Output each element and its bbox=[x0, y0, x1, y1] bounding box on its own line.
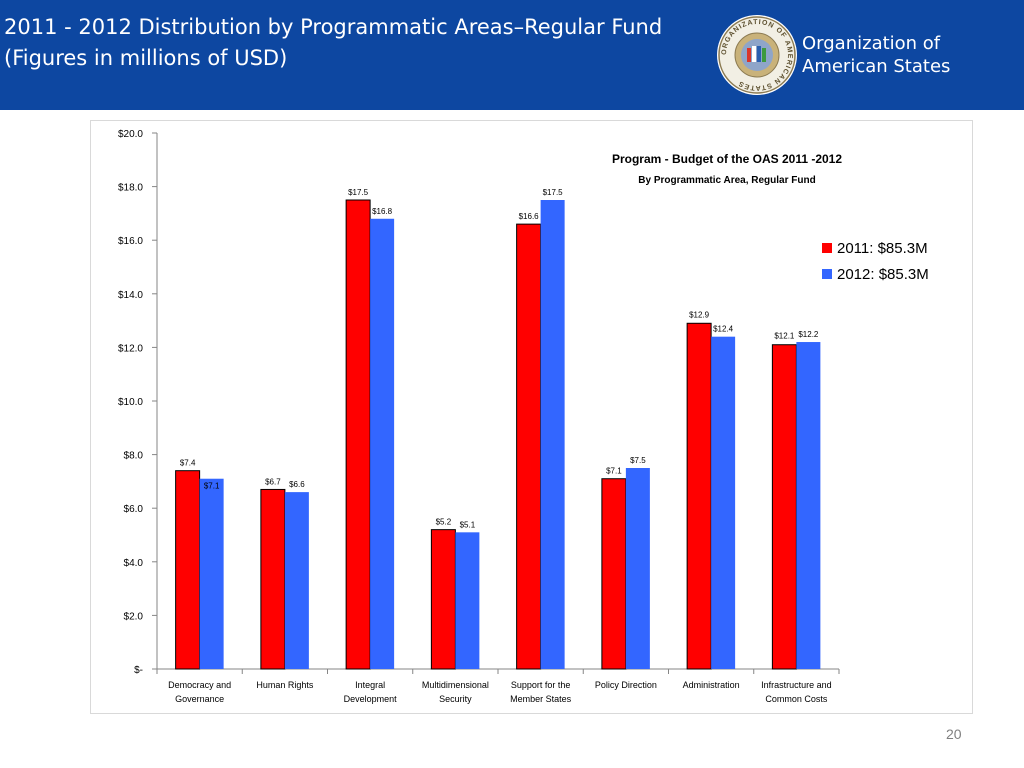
y-tick-label: $18.0 bbox=[118, 183, 143, 194]
legend-swatch-2011 bbox=[822, 243, 832, 253]
x-category-label: Multidimensional bbox=[422, 680, 489, 690]
x-category-label: Governance bbox=[175, 694, 224, 704]
y-tick-label: $- bbox=[134, 665, 143, 676]
bar-2012 bbox=[540, 200, 565, 669]
legend: 2011: $85.3M 2012: $85.3M bbox=[822, 240, 929, 283]
legend-swatch-2012 bbox=[822, 269, 832, 279]
x-category-label: Democracy and bbox=[168, 680, 231, 690]
y-ticks: $- $2.0 $4.0 $6.0 $8.0 $10.0 $12.0 $14.0 $16.0 $1… bbox=[118, 129, 157, 676]
y-tick-label: $4.0 bbox=[124, 558, 144, 569]
bar-value-label: $17.5 bbox=[348, 188, 369, 197]
slide-title: 2011 - 2012 Distribution by Programmatic… bbox=[4, 12, 662, 74]
bar-value-label: $16.8 bbox=[372, 207, 393, 216]
bar-value-label: $5.2 bbox=[436, 518, 452, 527]
x-labels: Democracy and Governance Human Rights Integ… bbox=[168, 680, 832, 704]
bar-value-label: $7.5 bbox=[630, 456, 646, 465]
x-category-label: Common Costs bbox=[765, 694, 828, 704]
bar-value-label: $6.6 bbox=[289, 480, 305, 489]
oas-seal-logo: ORGANIZATION OF AMERICAN STATES bbox=[717, 15, 797, 95]
bar-value-label: $16.6 bbox=[519, 212, 540, 221]
slide-header: 2011 - 2012 Distribution by Programmatic… bbox=[0, 0, 1024, 110]
chart-title: Program - Budget of the OAS 2011 -2012 bbox=[612, 152, 842, 166]
bar-value-label: $12.4 bbox=[713, 325, 734, 334]
legend-label-2012: 2012: $85.3M bbox=[837, 266, 929, 283]
page-number: 20 bbox=[946, 726, 962, 742]
bar-2011 bbox=[601, 478, 627, 670]
bar-labels: $7.4 $7.1 $6.7 $6.6 $17.5 $16.8 $5.2 $5.1 $16.6 $… bbox=[180, 188, 819, 529]
x-category-label: Administration bbox=[683, 680, 740, 690]
bar-2011 bbox=[430, 529, 456, 670]
slide-title-line1: 2011 - 2012 Distribution by Programmatic… bbox=[4, 15, 663, 39]
y-tick-label: $8.0 bbox=[124, 451, 144, 462]
slide-title-line2: (Figures in millions of USD) bbox=[4, 46, 288, 70]
bar-2012 bbox=[199, 478, 224, 669]
x-category-label: Support for the bbox=[511, 680, 571, 690]
x-category-label: Policy Direction bbox=[595, 680, 657, 690]
bar-value-label: $6.7 bbox=[265, 477, 281, 486]
org-name-line2: American States bbox=[802, 56, 951, 77]
bar-value-label: $7.1 bbox=[204, 482, 220, 491]
organization-name: Organization of American States bbox=[802, 32, 950, 78]
bars bbox=[175, 199, 821, 670]
x-category-label: Human Rights bbox=[256, 680, 314, 690]
bar-2012 bbox=[370, 218, 395, 669]
x-axis bbox=[156, 668, 840, 674]
bar-value-label: $12.2 bbox=[798, 330, 819, 339]
bar-2012 bbox=[625, 468, 650, 669]
bar-value-label: $5.1 bbox=[460, 520, 476, 529]
bar-2012 bbox=[711, 336, 736, 669]
y-tick-label: $2.0 bbox=[124, 611, 144, 622]
x-category-label: Security bbox=[439, 694, 472, 704]
org-name-line1: Organization of bbox=[802, 33, 941, 54]
bar-2011 bbox=[260, 488, 286, 670]
chart-subtitle: By Programmatic Area, Regular Fund bbox=[638, 175, 815, 186]
chart-frame: $- $2.0 $4.0 $6.0 $8.0 $10.0 $12.0 $14.0 $16.0 $1… bbox=[90, 120, 973, 714]
bar-2012 bbox=[284, 492, 309, 669]
y-tick-label: $16.0 bbox=[118, 236, 143, 247]
bar-value-label: $12.9 bbox=[689, 310, 710, 319]
bar-value-label: $7.4 bbox=[180, 459, 196, 468]
bar-2012 bbox=[455, 532, 480, 669]
bar-2011 bbox=[175, 470, 201, 670]
y-tick-label: $10.0 bbox=[118, 397, 143, 408]
bar-value-label: $12.1 bbox=[774, 332, 795, 341]
y-tick-label: $20.0 bbox=[118, 129, 143, 140]
x-category-label: Integral bbox=[355, 680, 385, 690]
bar-2011 bbox=[345, 199, 371, 670]
x-category-label: Member States bbox=[510, 694, 572, 704]
legend-label-2011: 2011: $85.3M bbox=[837, 240, 928, 257]
y-tick-label: $14.0 bbox=[118, 290, 143, 301]
x-category-label: Development bbox=[344, 694, 398, 704]
bar-2011 bbox=[686, 322, 712, 670]
x-category-label: Infrastructure and bbox=[761, 680, 832, 690]
bar-2012 bbox=[796, 342, 821, 669]
bar-2011 bbox=[771, 344, 797, 670]
bar-chart: $- $2.0 $4.0 $6.0 $8.0 $10.0 $12.0 $14.0 $16.0 $1… bbox=[118, 129, 929, 704]
y-tick-label: $6.0 bbox=[124, 504, 144, 515]
y-tick-label: $12.0 bbox=[118, 343, 143, 354]
bar-value-label: $7.1 bbox=[606, 467, 622, 476]
bar-2011 bbox=[516, 223, 542, 670]
bar-value-label: $17.5 bbox=[543, 188, 564, 197]
